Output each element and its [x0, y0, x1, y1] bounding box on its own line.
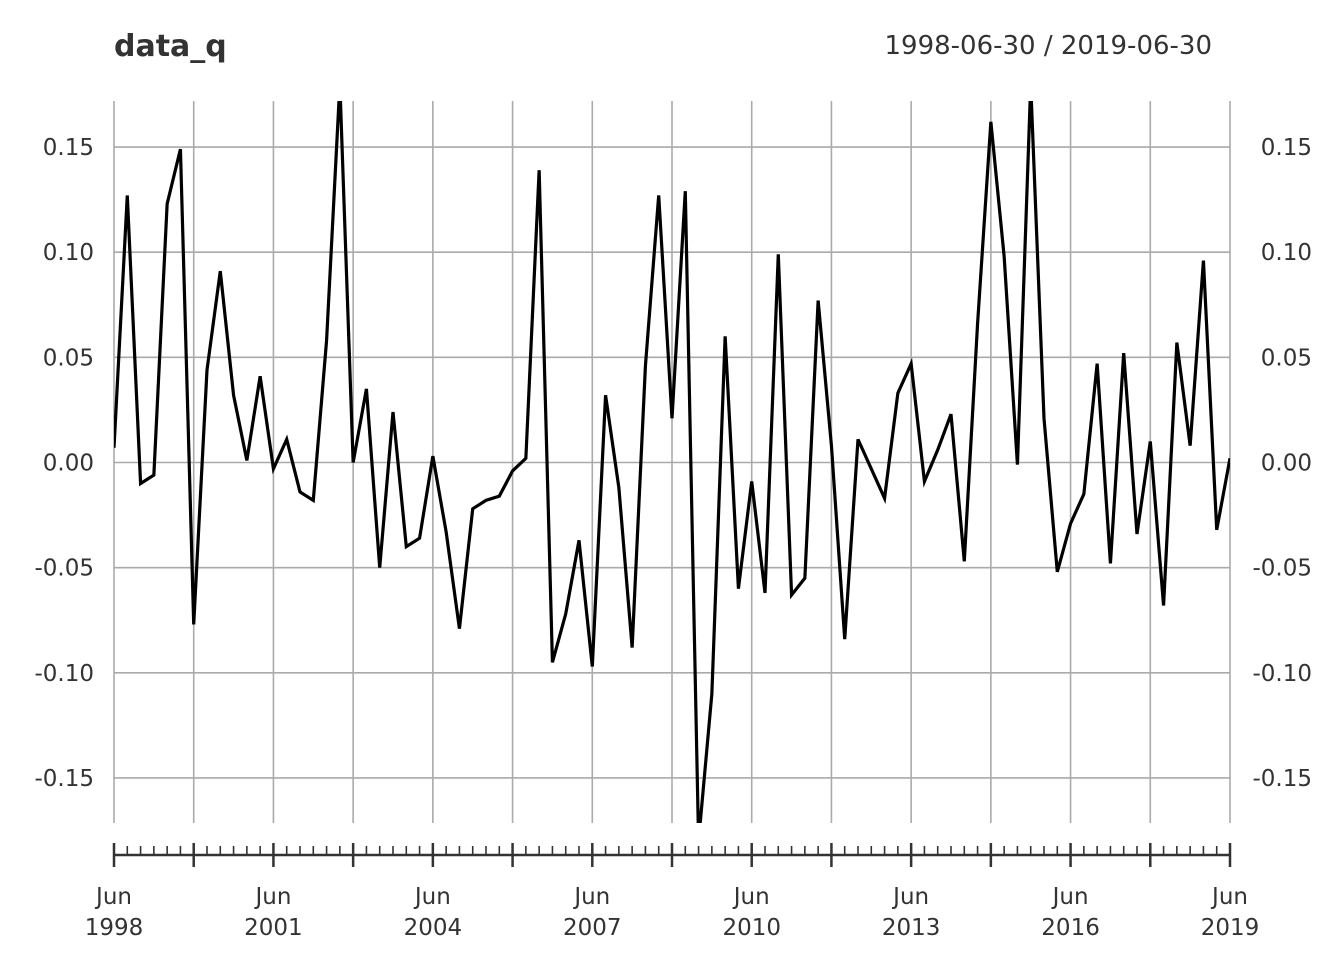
y-tick-label-right: -0.05: [1252, 556, 1312, 582]
y-tick-label-right: 0.05: [1261, 345, 1312, 371]
x-tick-month: Jun: [413, 884, 451, 910]
y-tick-label-left: -0.10: [34, 661, 94, 687]
x-axis: Jun 1998 Jun 2001 Jun 2004 Jun 2007 Jun 2010 Jun 20…: [85, 843, 1260, 941]
y-tick-label-left: 0.00: [43, 451, 94, 477]
y-tick-label-right: -0.15: [1252, 766, 1312, 792]
x-tick-year: 2019: [1201, 915, 1260, 941]
y-tick-label-right: 0.00: [1261, 451, 1312, 477]
x-tick-month: Jun: [1210, 884, 1248, 910]
x-tick-month: Jun: [253, 884, 291, 910]
y-axis-left: 0.15 0.10 0.05 0.00 -0.05 -0.10 -0.15: [34, 135, 94, 792]
x-tick-month: Jun: [572, 884, 610, 910]
y-axis-right: 0.15 0.10 0.05 0.00 -0.05 -0.10 -0.15: [1252, 135, 1312, 792]
y-tick-label-left: 0.10: [43, 240, 94, 266]
x-tick-year: 2007: [563, 915, 622, 941]
date-range-label: 1998-06-30 / 2019-06-30: [885, 31, 1213, 61]
x-tick-year: 2001: [244, 915, 303, 941]
y-tick-label-right: 0.10: [1261, 240, 1312, 266]
y-tick-label-left: 0.15: [43, 135, 94, 161]
y-tick-label-right: 0.15: [1261, 135, 1312, 161]
y-tick-label-left: 0.05: [43, 345, 94, 371]
x-tick-month: Jun: [732, 884, 770, 910]
x-tick-year: 2013: [882, 915, 941, 941]
x-tick-year: 2016: [1041, 915, 1100, 941]
y-tick-label-left: -0.15: [34, 766, 94, 792]
chart-title: data_q: [114, 29, 227, 64]
x-tick-year: 2010: [722, 915, 781, 941]
grid: [113, 101, 1231, 823]
x-tick-year: 2004: [404, 915, 463, 941]
x-tick-month: Jun: [94, 884, 132, 910]
y-tick-label-right: -0.10: [1252, 661, 1312, 687]
x-tick-month: Jun: [1051, 884, 1089, 910]
series-line: [114, 101, 1230, 823]
x-tick-year: 1998: [85, 915, 144, 941]
y-tick-label-left: -0.05: [34, 556, 94, 582]
x-tick-month: Jun: [891, 884, 929, 910]
